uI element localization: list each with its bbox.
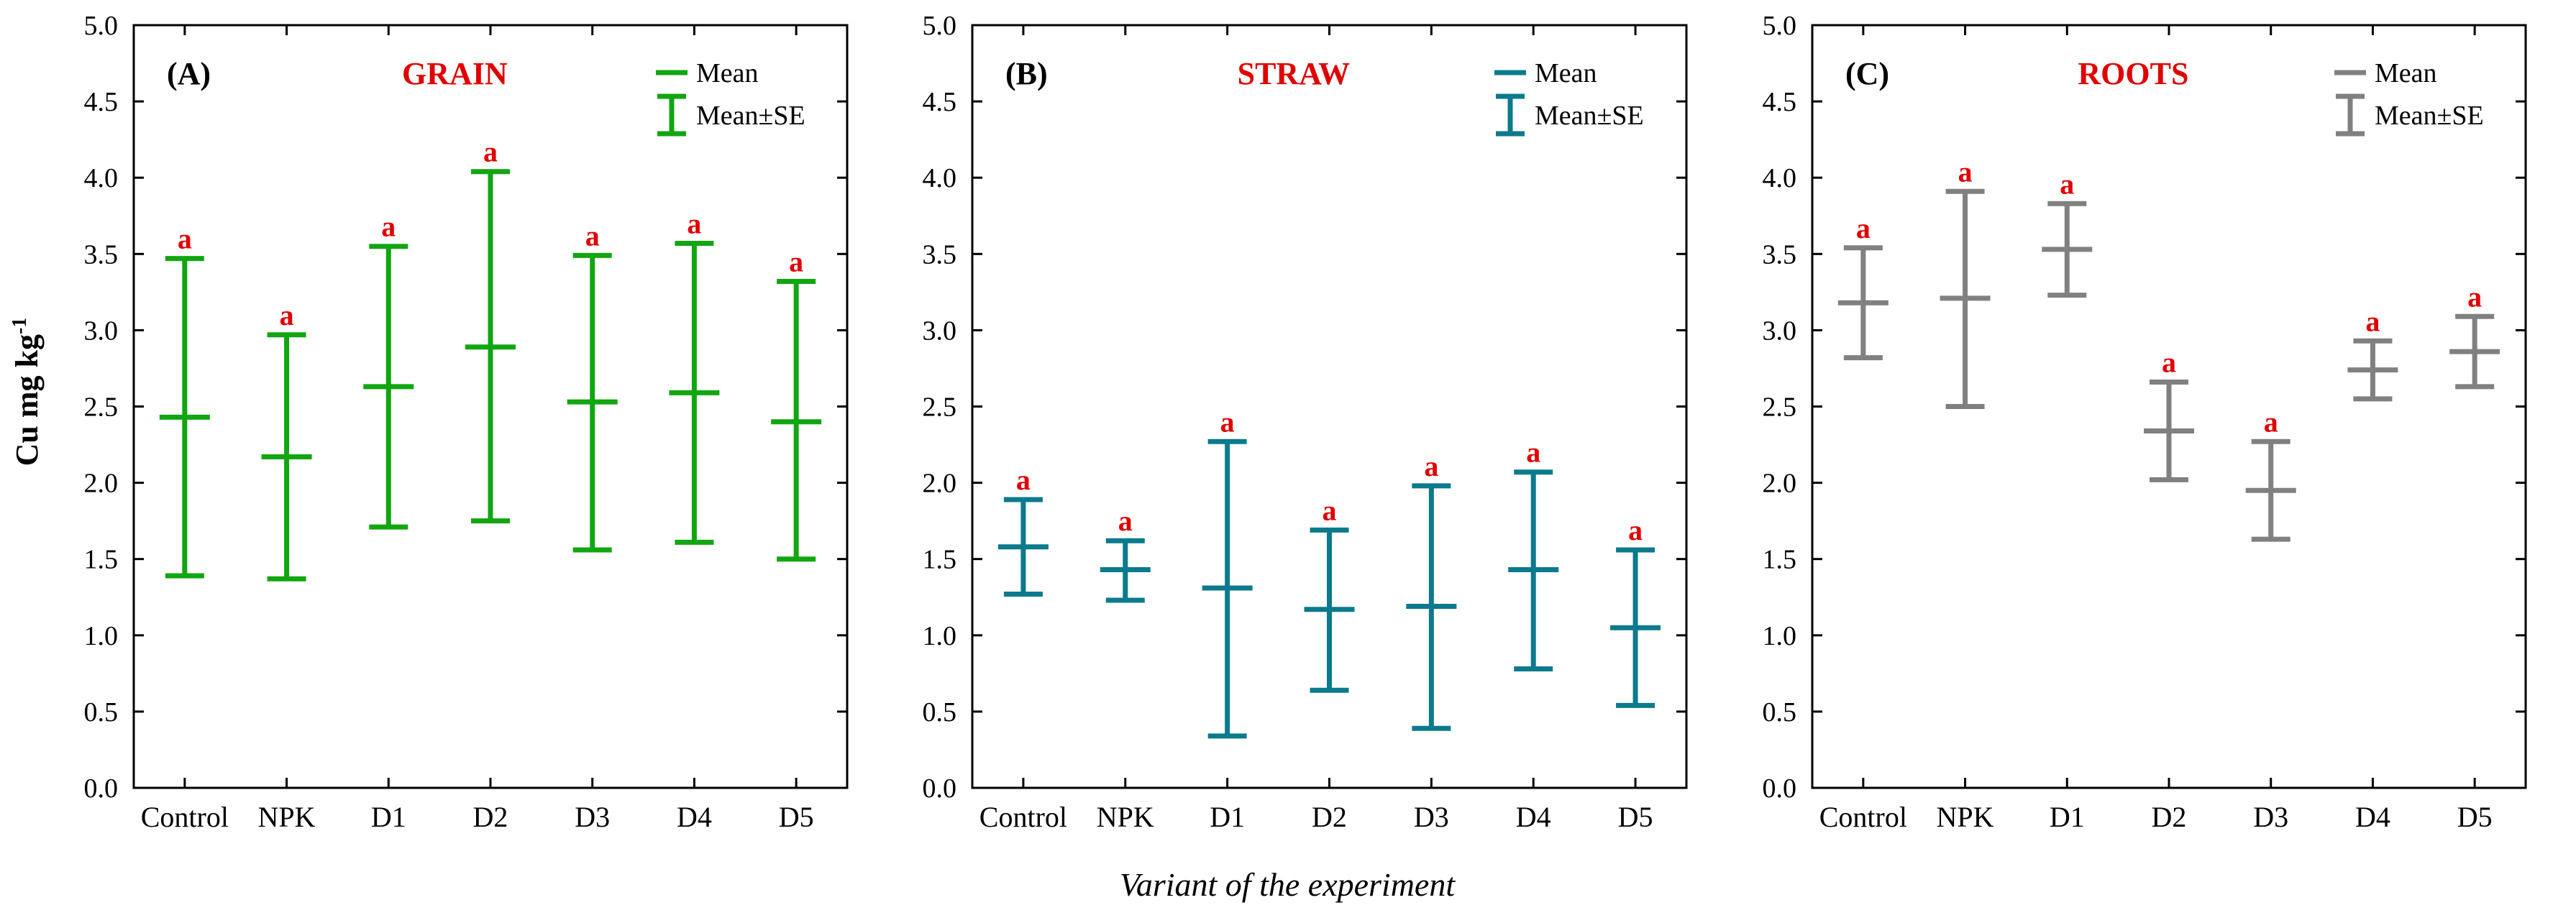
x-tick-label: D2: [1312, 801, 1347, 833]
y-tick-label: 5.0: [84, 11, 119, 41]
y-tick-label: 3.0: [1763, 316, 1797, 346]
significance-label: a: [2467, 280, 2482, 313]
y-tick-label: 3.5: [1763, 239, 1797, 270]
panel-tag: (A): [167, 56, 211, 91]
y-tick-label: 5.0: [923, 11, 957, 41]
x-tick-label: D5: [779, 801, 814, 833]
y-tick-label: 0.5: [1763, 697, 1797, 727]
significance-label: a: [1220, 405, 1235, 438]
significance-label: a: [687, 207, 701, 239]
y-tick-label: 1.0: [1763, 621, 1797, 651]
y-tick-label: 3.0: [84, 316, 119, 346]
significance-label: a: [2264, 405, 2278, 438]
y-tick-label: 0.0: [923, 773, 957, 804]
significance-label: a: [1118, 505, 1133, 537]
y-tick-label: 2.0: [923, 469, 957, 499]
y-tick-label: 3.0: [923, 316, 957, 346]
panel-roots: 0.0 0.5 1.0 1.5 2.0 2.5 3.0 3.5 4.0 4.5 5.0 Control…: [1763, 11, 2527, 833]
panel-title: ROOTS: [2078, 56, 2188, 91]
x-tick-label: D4: [1516, 801, 1551, 833]
y-tick-label: 1.5: [84, 545, 119, 575]
panel-grain: 0.0 0.5 1.0 1.5 2.0 2.5 3.0 3.5 4.0 4.5 5.0 Control…: [84, 11, 849, 833]
x-tick-label: D4: [677, 801, 712, 833]
x-tick-label: Control: [1819, 801, 1907, 833]
legend-mean-label: Mean: [696, 58, 759, 88]
x-tick-label: Control: [979, 801, 1067, 833]
y-tick-label: 4.5: [1763, 87, 1797, 117]
significance-label: a: [483, 136, 498, 168]
x-axis-label: Variant of the experiment: [1120, 866, 1456, 903]
x-tick-label: D2: [473, 801, 508, 833]
significance-label: a: [2060, 167, 2074, 200]
y-tick-label: 4.0: [923, 163, 957, 193]
x-tick-label: D2: [2152, 801, 2187, 833]
y-tick-label: 5.0: [1763, 11, 1797, 41]
panels: 0.0 0.5 1.0 1.5 2.0 2.5 3.0 3.5 4.0 4.5 5.0 Control…: [84, 11, 2527, 833]
significance-label: a: [585, 219, 600, 252]
significance-label: a: [1856, 212, 1871, 244]
x-tick-label: D4: [2355, 801, 2390, 833]
significance-label: a: [2162, 346, 2176, 379]
significance-label: a: [2365, 305, 2380, 337]
y-tick-label: 0.0: [1763, 773, 1797, 804]
significance-label: a: [1016, 464, 1031, 496]
legend-se-label: Mean±SE: [2375, 101, 2484, 131]
y-tick-label: 1.5: [1763, 545, 1797, 575]
x-tick-label: D1: [371, 801, 406, 833]
x-tick-label: NPK: [1937, 801, 1994, 833]
y-tick-label: 1.5: [923, 545, 957, 575]
significance-label: a: [1526, 436, 1540, 469]
y-tick-label: 0.0: [84, 773, 119, 804]
x-tick-label: Control: [141, 801, 229, 833]
y-tick-label: 4.5: [84, 87, 119, 117]
y-tick-label: 0.5: [84, 697, 119, 727]
significance-label: a: [1628, 514, 1643, 546]
x-tick-label: D3: [1414, 801, 1449, 833]
significance-label: a: [280, 299, 294, 331]
significance-label: a: [1958, 155, 1973, 188]
y-tick-label: 4.0: [1763, 163, 1797, 193]
significance-label: a: [1323, 494, 1337, 526]
y-tick-label: 2.5: [1763, 392, 1797, 423]
x-tick-label: D3: [575, 801, 610, 833]
y-tick-label: 4.0: [84, 163, 119, 193]
x-tick-label: D1: [1210, 801, 1245, 833]
y-tick-label: 2.5: [84, 392, 119, 423]
y-tick-label: 1.0: [84, 621, 119, 651]
significance-label: a: [1424, 450, 1438, 482]
x-tick-label: D5: [1618, 801, 1653, 833]
y-tick-label: 1.0: [923, 621, 957, 651]
y-tick-label: 2.0: [1763, 469, 1797, 499]
panel-tag: (C): [1845, 56, 1889, 91]
significance-label: a: [789, 245, 803, 277]
y-tick-label: 4.5: [923, 87, 957, 117]
significance-label: a: [381, 211, 396, 243]
y-axis-label: Cu mg kg-1: [9, 318, 45, 467]
panel-title: STRAW: [1238, 56, 1351, 91]
y-tick-label: 2.0: [84, 469, 119, 499]
legend-se-label: Mean±SE: [696, 101, 805, 131]
legend-se-label: Mean±SE: [1535, 101, 1644, 131]
y-tick-label: 3.5: [923, 239, 957, 270]
y-tick-label: 2.5: [923, 392, 957, 423]
significance-label: a: [178, 223, 192, 255]
x-tick-label: NPK: [1097, 801, 1154, 833]
x-tick-label: NPK: [258, 801, 316, 833]
x-tick-label: D1: [2050, 801, 2085, 833]
x-tick-label: D3: [2253, 801, 2288, 833]
legend-mean-label: Mean: [2375, 58, 2437, 88]
panel-straw: 0.0 0.5 1.0 1.5 2.0 2.5 3.0 3.5 4.0 4.5 5.0 Control…: [923, 11, 1688, 833]
y-tick-label: 0.5: [923, 697, 957, 727]
panel-tag: (B): [1005, 56, 1048, 91]
x-tick-label: D5: [2457, 801, 2493, 833]
panel-title: GRAIN: [402, 56, 508, 91]
legend-mean-label: Mean: [1535, 58, 1597, 88]
y-tick-label: 3.5: [84, 239, 119, 270]
